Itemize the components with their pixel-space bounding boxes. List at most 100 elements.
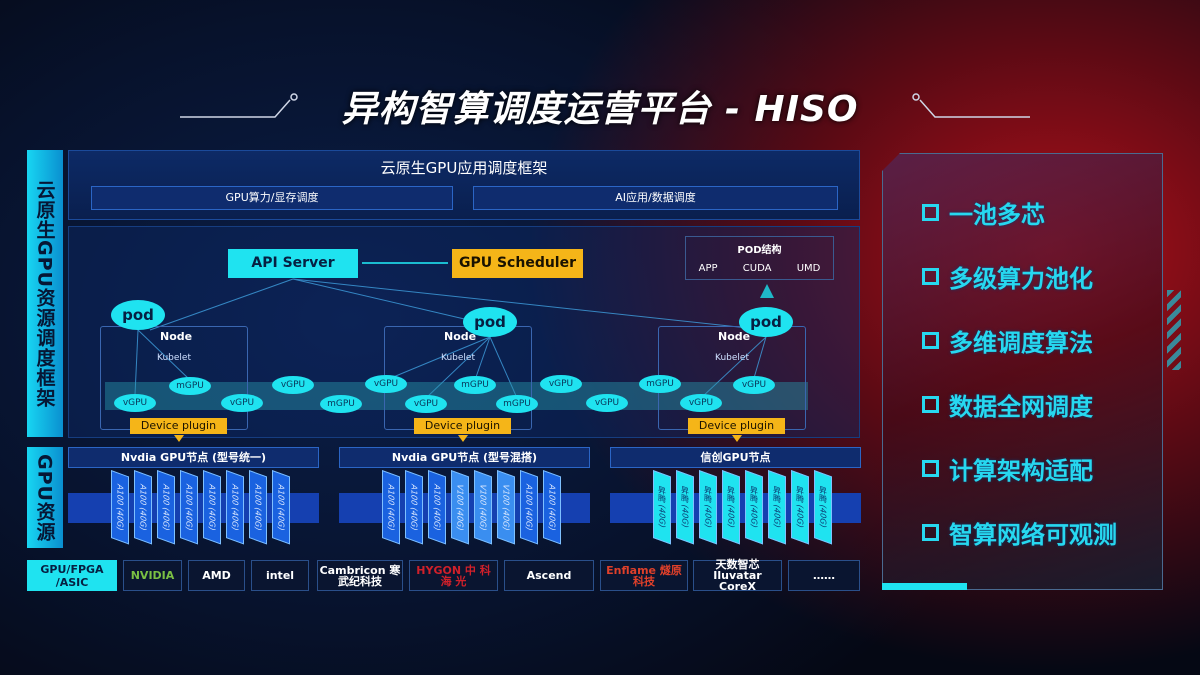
feature-item: 计算架构适配	[922, 451, 1093, 486]
pod-item-app: APP	[698, 263, 718, 274]
checkbox-icon	[922, 396, 939, 413]
node-label: Node	[718, 330, 751, 343]
vgpu-ellipse: vGPU	[405, 395, 447, 413]
vendor-logo: NVIDIA	[123, 560, 182, 591]
gpu-card: 昇腾 (40G)	[791, 470, 809, 545]
feature-label: 数据全网调度	[949, 393, 1093, 421]
api-server-box: API Server	[228, 249, 358, 278]
mgpu-ellipse: mGPU	[320, 395, 362, 413]
pod-structure-box: POD结构 APP CUDA UMD	[685, 236, 834, 280]
pod-structure-title: POD结构	[737, 245, 782, 256]
bar-gpu-scheduling: GPU算力/显存调度	[91, 186, 453, 210]
pod-ellipse: pod	[111, 300, 165, 330]
feature-item: 数据全网调度	[922, 387, 1093, 422]
gpu-node-title: Nvdia GPU节点 (型号统一)	[68, 447, 319, 468]
mgpu-ellipse: mGPU	[454, 376, 496, 394]
kubelet-label: Kubelet	[157, 353, 191, 363]
vgpu-ellipse: vGPU	[733, 376, 775, 394]
gpu-card: A100 (40G)	[134, 470, 152, 545]
checkbox-icon	[922, 524, 939, 541]
down-arrow-icon	[732, 435, 742, 442]
vgpu-ellipse: vGPU	[114, 394, 156, 412]
device-plugin-box: Device plugin	[414, 418, 511, 434]
kubelet-label: Kubelet	[441, 353, 475, 363]
device-plugin-box: Device plugin	[130, 418, 227, 434]
checkbox-icon	[922, 460, 939, 477]
vendor-logo: Enflame 燧原科技	[600, 560, 688, 591]
gpu-card: 昇腾 (40G)	[699, 470, 717, 545]
mgpu-ellipse: mGPU	[496, 395, 538, 413]
feature-label: 智算网络可观测	[949, 521, 1117, 549]
gpu-card: A100 (40G)	[382, 470, 400, 545]
gpu-node-title: 信创GPU节点	[610, 447, 861, 468]
kubelet-label: Kubelet	[715, 353, 749, 363]
vendor-logo: ……	[788, 560, 860, 591]
features-panel	[882, 153, 1163, 590]
gpu-card: 昇腾 (40G)	[722, 470, 740, 545]
vendor-logo: Cambricon 寒武纪科技	[317, 560, 403, 591]
vgpu-ellipse: vGPU	[221, 394, 263, 412]
vgpu-ellipse: vGPU	[680, 394, 722, 412]
gpu-card: 昇腾 (40G)	[676, 470, 694, 545]
gpu-card: V100 (40G)	[474, 470, 492, 545]
mgpu-ellipse: mGPU	[639, 375, 681, 393]
gpu-card: A100 (40G)	[226, 470, 244, 545]
checkbox-icon	[922, 268, 939, 285]
vgpu-ellipse: vGPU	[272, 376, 314, 394]
mgpu-ellipse: mGPU	[169, 377, 211, 395]
gpu-card: A100 (40G)	[180, 470, 198, 545]
gpu-card: A100 (40G)	[543, 470, 561, 545]
gpu-card: A100 (40G)	[249, 470, 267, 545]
feature-item: 多维调度算法	[922, 323, 1093, 358]
framework-header: 云原生GPU应用调度框架	[380, 159, 548, 177]
panel-accent	[882, 583, 967, 590]
pod-ellipse: pod	[739, 307, 793, 337]
bar-ai-scheduling: AI应用/数据调度	[473, 186, 838, 210]
vendor-logo: Ascend	[504, 560, 594, 591]
vendor-logo: intel	[251, 560, 309, 591]
feature-label: 一池多芯	[949, 201, 1045, 229]
gpu-node-title: Nvdia GPU节点 (型号混搭)	[339, 447, 590, 468]
feature-label: 计算架构适配	[949, 457, 1093, 485]
vgpu-ellipse: vGPU	[365, 375, 407, 393]
panel-stripes	[1167, 290, 1181, 370]
pod-item-cuda: CUDA	[742, 263, 772, 274]
gpu-card: A100 (40G)	[157, 470, 175, 545]
node-label: Node	[160, 330, 193, 343]
gpu-card: A100 (40G)	[203, 470, 221, 545]
gpu-card: 昇腾 (40G)	[768, 470, 786, 545]
gpu-card: 昇腾 (40G)	[814, 470, 832, 545]
page-title: 异构智算调度运营平台 - HISO	[341, 89, 859, 130]
gpu-card: 昇腾 (40G)	[653, 470, 671, 545]
vendor-logo: 天数智芯 Iluvatar CoreX	[693, 559, 782, 592]
checkbox-icon	[922, 332, 939, 349]
gpu-card: V100 (40G)	[451, 470, 469, 545]
down-arrow-icon	[458, 435, 468, 442]
feature-item: 一池多芯	[922, 195, 1045, 230]
up-arrow-icon	[760, 284, 774, 298]
pod-item-umd: UMD	[796, 263, 821, 274]
gpu-card: V100 (40G)	[497, 470, 515, 545]
vgpu-ellipse: vGPU	[586, 394, 628, 412]
device-plugin-box: Device plugin	[688, 418, 785, 434]
feature-item: 多级算力池化	[922, 259, 1093, 294]
resources-side-label: GPU资源	[27, 447, 63, 548]
vendor-logo: AMD	[188, 560, 245, 591]
vgpu-ellipse: vGPU	[540, 375, 582, 393]
feature-label: 多维调度算法	[949, 329, 1093, 357]
framework-side-label: 云原生GPU资源调度框架	[27, 150, 63, 437]
vendor-logo: HYGON 中 科 海 光	[409, 560, 498, 591]
gpu-card: A100 (40G)	[405, 470, 423, 545]
pod-ellipse: pod	[463, 307, 517, 337]
gpu-card: A100 (40G)	[520, 470, 538, 545]
gpu-card: A100 (40G)	[111, 470, 129, 545]
node-label: Node	[444, 330, 477, 343]
feature-label: 多级算力池化	[949, 265, 1093, 293]
vendor-label: GPU/FPGA /ASIC	[27, 560, 117, 591]
checkbox-icon	[922, 204, 939, 221]
feature-item: 智算网络可观测	[922, 515, 1117, 550]
gpu-card: A100 (40G)	[428, 470, 446, 545]
down-arrow-icon	[174, 435, 184, 442]
gpu-card: 昇腾 (40G)	[745, 470, 763, 545]
